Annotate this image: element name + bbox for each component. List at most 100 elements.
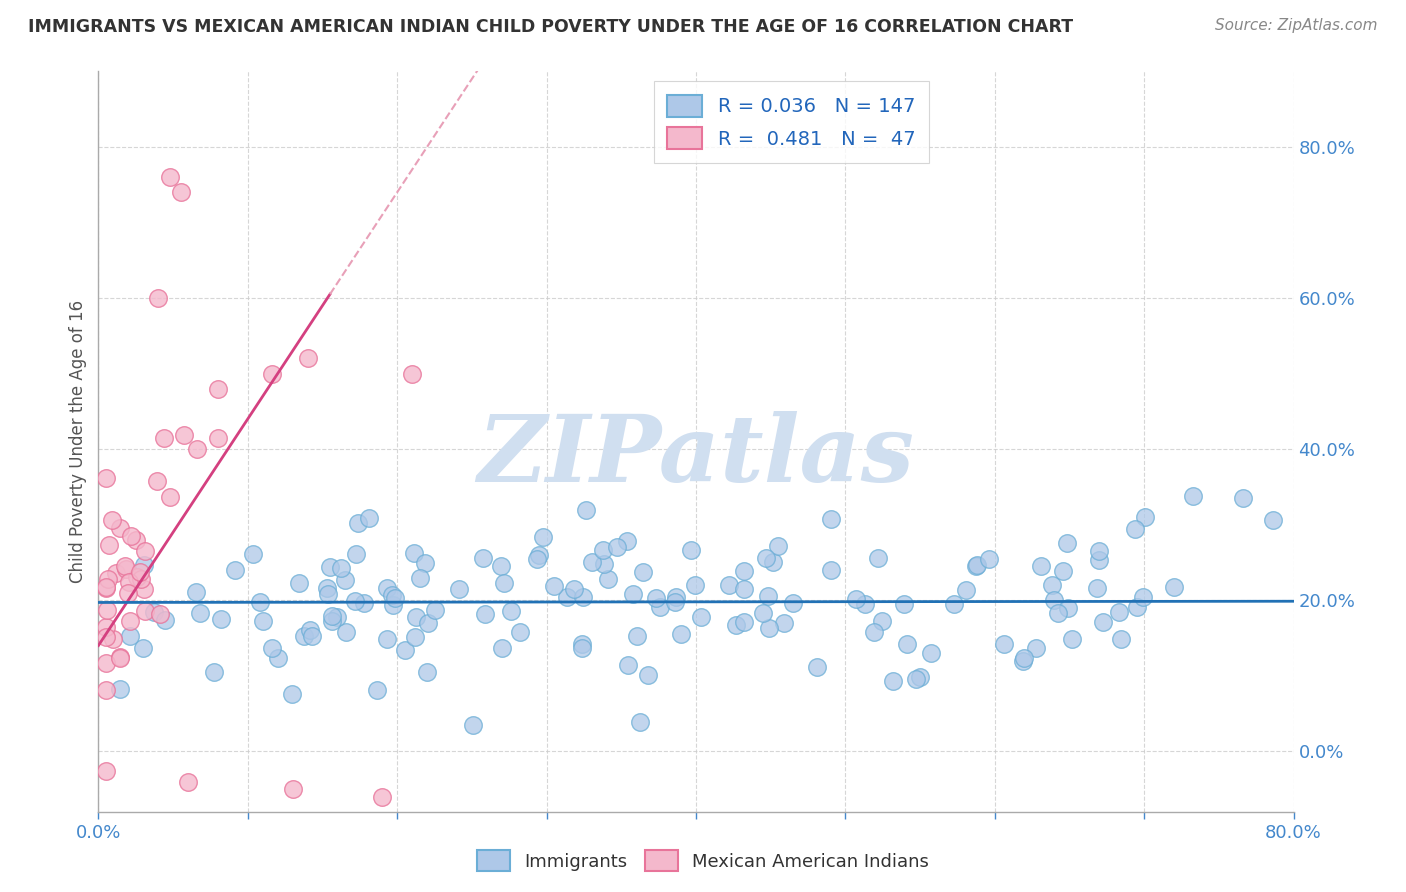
Point bbox=[1056, 536, 1078, 550]
Point bbox=[267, 651, 290, 665]
Point bbox=[118, 574, 141, 589]
Point bbox=[129, 572, 152, 586]
Point bbox=[371, 789, 394, 804]
Point bbox=[207, 382, 229, 396]
Point bbox=[472, 550, 495, 565]
Point bbox=[872, 614, 894, 628]
Point bbox=[920, 646, 942, 660]
Point bbox=[353, 596, 375, 610]
Point bbox=[733, 582, 755, 596]
Point bbox=[718, 578, 741, 592]
Point bbox=[416, 615, 439, 630]
Point bbox=[224, 563, 246, 577]
Point bbox=[159, 490, 181, 504]
Point bbox=[96, 603, 118, 617]
Point bbox=[447, 582, 470, 597]
Point bbox=[114, 559, 136, 574]
Point bbox=[125, 569, 148, 583]
Point bbox=[252, 614, 274, 628]
Point bbox=[207, 431, 229, 445]
Point bbox=[209, 612, 232, 626]
Point bbox=[120, 529, 142, 543]
Point bbox=[756, 590, 779, 604]
Point bbox=[375, 581, 398, 595]
Point bbox=[645, 591, 668, 605]
Point bbox=[153, 431, 176, 445]
Point bbox=[1088, 544, 1111, 558]
Point bbox=[616, 534, 638, 549]
Point bbox=[1012, 651, 1035, 665]
Point bbox=[571, 637, 593, 651]
Point bbox=[110, 649, 132, 664]
Point bbox=[679, 543, 702, 558]
Point bbox=[405, 609, 427, 624]
Point bbox=[491, 640, 513, 655]
Point bbox=[1123, 523, 1146, 537]
Point bbox=[359, 511, 381, 525]
Point bbox=[132, 640, 155, 655]
Point bbox=[169, 186, 191, 200]
Point bbox=[101, 632, 124, 646]
Point bbox=[321, 608, 343, 623]
Point bbox=[134, 605, 156, 619]
Point bbox=[943, 597, 966, 611]
Point bbox=[177, 774, 200, 789]
Point bbox=[733, 615, 755, 629]
Point bbox=[186, 442, 208, 457]
Point bbox=[142, 605, 165, 619]
Point bbox=[115, 561, 138, 575]
Point bbox=[298, 623, 321, 637]
Point bbox=[132, 558, 155, 572]
Point bbox=[148, 291, 170, 305]
Point bbox=[626, 629, 648, 643]
Point bbox=[596, 573, 619, 587]
Point bbox=[863, 624, 886, 639]
Point bbox=[1047, 606, 1070, 620]
Point bbox=[966, 558, 988, 572]
Point bbox=[104, 566, 127, 581]
Point bbox=[806, 660, 828, 674]
Point bbox=[1135, 509, 1157, 524]
Point bbox=[344, 547, 367, 561]
Point bbox=[260, 640, 283, 655]
Point bbox=[381, 598, 404, 612]
Point bbox=[242, 547, 264, 561]
Point bbox=[648, 600, 671, 615]
Point bbox=[557, 590, 579, 604]
Point bbox=[853, 597, 876, 611]
Point bbox=[94, 683, 117, 698]
Point bbox=[188, 606, 211, 620]
Point bbox=[94, 471, 117, 485]
Legend: R = 0.036   N = 147, R =  0.481   N =  47: R = 0.036 N = 147, R = 0.481 N = 47 bbox=[654, 81, 929, 163]
Point bbox=[543, 579, 565, 593]
Point bbox=[1085, 581, 1108, 595]
Point bbox=[404, 630, 426, 644]
Point bbox=[683, 577, 706, 591]
Point bbox=[281, 687, 304, 701]
Point bbox=[910, 670, 932, 684]
Point bbox=[98, 538, 121, 552]
Point bbox=[1181, 489, 1204, 503]
Point bbox=[820, 512, 842, 526]
Point bbox=[955, 583, 977, 598]
Point bbox=[343, 594, 366, 608]
Point bbox=[562, 582, 585, 597]
Point bbox=[489, 559, 512, 574]
Point bbox=[461, 717, 484, 731]
Point bbox=[94, 620, 117, 634]
Point bbox=[202, 665, 225, 680]
Point bbox=[128, 565, 150, 579]
Point bbox=[319, 560, 342, 574]
Point bbox=[326, 609, 349, 624]
Text: ZIPatlas: ZIPatlas bbox=[478, 411, 914, 501]
Point bbox=[575, 503, 598, 517]
Point bbox=[125, 533, 148, 547]
Point bbox=[664, 595, 686, 609]
Point bbox=[186, 585, 208, 599]
Point bbox=[329, 561, 352, 575]
Point bbox=[592, 542, 614, 557]
Point bbox=[762, 555, 785, 569]
Point bbox=[249, 595, 271, 609]
Point bbox=[499, 604, 522, 618]
Point bbox=[1040, 578, 1063, 592]
